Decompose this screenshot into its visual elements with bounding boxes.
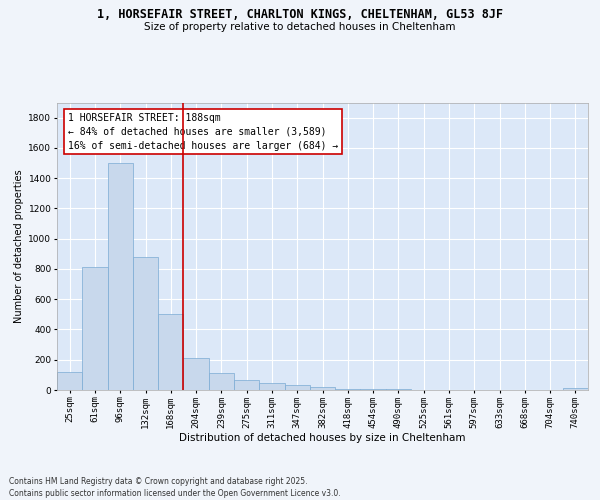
Bar <box>107 163 133 390</box>
Bar <box>57 372 82 390</box>
Text: Contains HM Land Registry data © Crown copyright and database right 2025.
Contai: Contains HM Land Registry data © Crown c… <box>9 476 341 498</box>
Bar <box>284 386 310 390</box>
Bar <box>234 380 259 390</box>
Bar <box>82 268 107 390</box>
Bar <box>335 389 361 390</box>
Bar <box>361 389 386 390</box>
Bar <box>184 358 209 390</box>
Bar <box>158 314 184 390</box>
Bar <box>259 383 284 390</box>
Y-axis label: Number of detached properties: Number of detached properties <box>14 170 24 323</box>
Text: Size of property relative to detached houses in Cheltenham: Size of property relative to detached ho… <box>144 22 456 32</box>
X-axis label: Distribution of detached houses by size in Cheltenham: Distribution of detached houses by size … <box>179 434 466 444</box>
Text: 1 HORSEFAIR STREET: 188sqm
← 84% of detached houses are smaller (3,589)
16% of s: 1 HORSEFAIR STREET: 188sqm ← 84% of deta… <box>68 112 338 150</box>
Bar <box>209 374 234 390</box>
Bar <box>133 257 158 390</box>
Bar <box>563 388 588 390</box>
Text: 1, HORSEFAIR STREET, CHARLTON KINGS, CHELTENHAM, GL53 8JF: 1, HORSEFAIR STREET, CHARLTON KINGS, CHE… <box>97 8 503 20</box>
Bar <box>310 386 335 390</box>
